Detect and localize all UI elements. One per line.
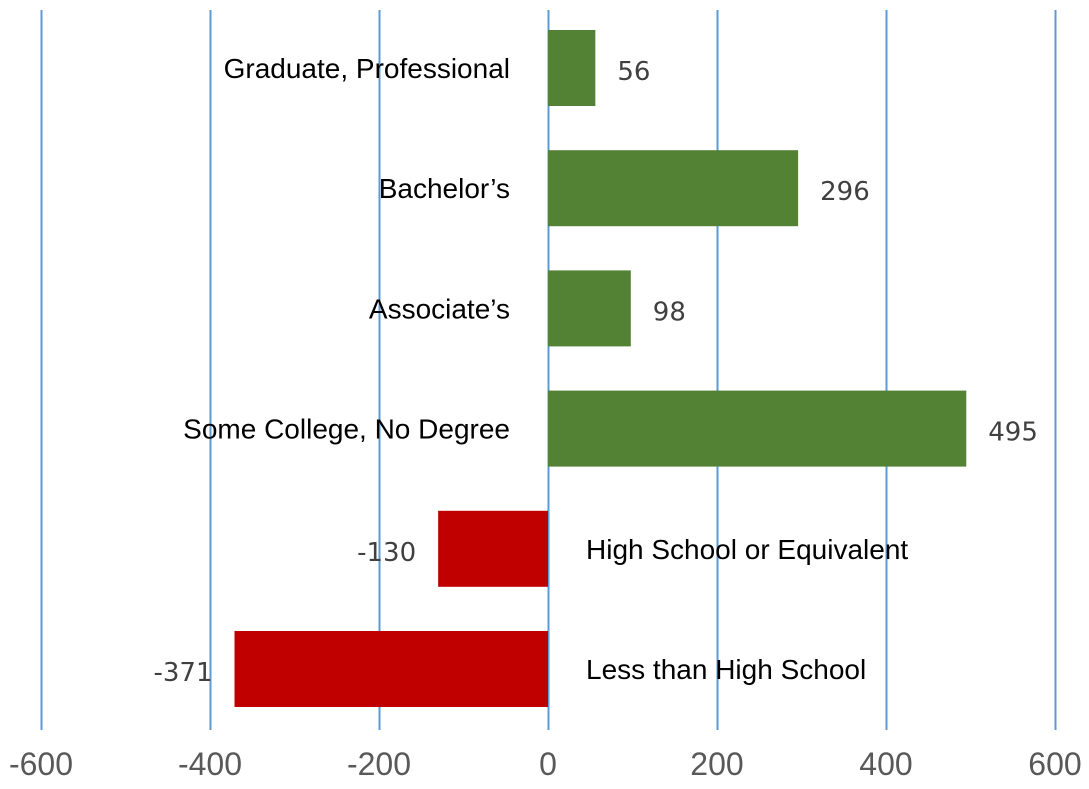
labels: Graduate, Professional 56 Bachelor’s 296 Ass…	[153, 53, 1037, 688]
x-tick-label: -200	[347, 746, 411, 782]
category-label: Bachelor’s	[379, 173, 510, 204]
bar	[234, 631, 548, 707]
bar	[548, 30, 596, 106]
x-tick-label: 600	[1028, 746, 1081, 782]
bar	[548, 390, 967, 467]
data-label: -371	[153, 658, 212, 688]
gridlines	[40, 10, 1057, 730]
category-label: Associate’s	[369, 293, 510, 324]
x-tick-label: -600	[9, 746, 73, 782]
x-tick-label: 400	[859, 746, 912, 782]
data-label: -130	[357, 538, 416, 568]
data-label: 56	[617, 57, 650, 87]
x-axis-ticks: -600 -400 -200 0 200 400 600	[9, 746, 1082, 782]
x-tick-label: 0	[539, 746, 557, 782]
bars	[234, 30, 967, 707]
bar	[548, 150, 799, 227]
category-label: High School or Equivalent	[586, 534, 908, 565]
category-label: Some College, No Degree	[183, 414, 510, 445]
x-tick-label: 200	[690, 746, 743, 782]
x-tick-label: -400	[178, 746, 242, 782]
category-label: Less than High School	[586, 654, 866, 685]
bar	[438, 510, 548, 587]
bar	[548, 270, 631, 347]
category-label: Graduate, Professional	[224, 53, 510, 84]
data-label: 495	[988, 418, 1038, 448]
data-label: 98	[653, 297, 686, 327]
data-label: 296	[820, 177, 870, 207]
